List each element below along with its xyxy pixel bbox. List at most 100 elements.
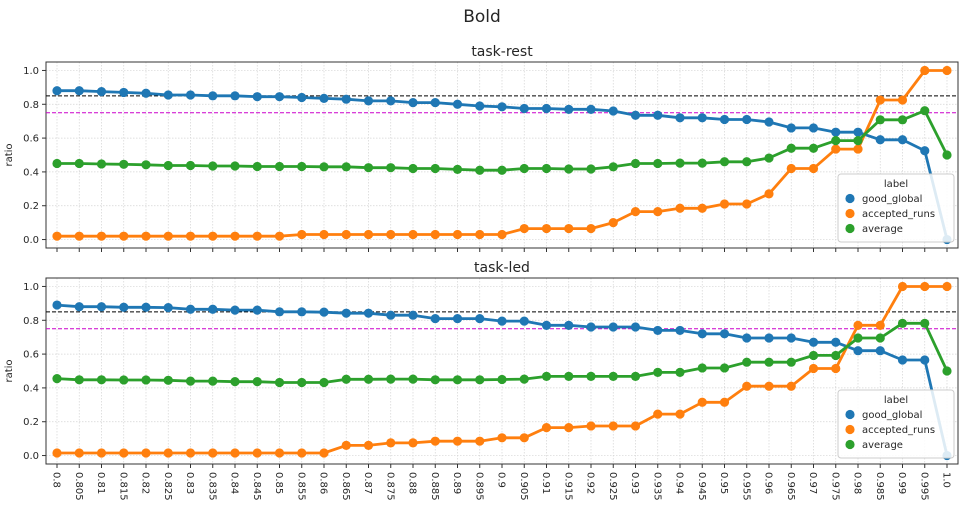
data-point-average	[786, 357, 796, 367]
data-point-average	[519, 163, 529, 174]
data-point-accepted-runs	[341, 229, 351, 240]
data-point-average	[96, 159, 107, 169]
data-point-average	[675, 158, 685, 168]
legend-box	[837, 389, 955, 459]
data-point-average	[430, 163, 440, 174]
data-point-average	[742, 357, 752, 367]
data-point-good-global	[452, 313, 463, 324]
data-point-average	[897, 318, 908, 328]
data-point-accepted-runs	[808, 163, 819, 174]
data-point-accepted-runs	[764, 189, 774, 199]
subplot-task-rest: task-rest 0.0 0.2 0.4 0.6 0.8 1.0 ratio label goo…	[4, 44, 959, 252]
data-point-good-global	[697, 113, 707, 123]
x-tick-label: 0.96	[763, 472, 774, 494]
x-tick-label: 0.82	[140, 472, 151, 494]
data-point-good-global	[541, 103, 552, 114]
data-point-average	[697, 363, 707, 373]
data-point-good-global	[96, 86, 107, 97]
y-tick-label: 0.8	[23, 316, 39, 327]
x-tick-label: 0.875	[384, 472, 395, 501]
x-tick-label: 0.975	[829, 472, 840, 501]
data-point-accepted-runs	[897, 281, 908, 292]
data-point-accepted-runs	[897, 95, 908, 105]
data-point-average	[586, 164, 596, 174]
data-point-accepted-runs	[185, 448, 196, 458]
data-point-good-global	[564, 104, 574, 114]
data-point-good-global	[74, 302, 84, 312]
data-point-average	[386, 163, 396, 173]
data-point-accepted-runs	[942, 281, 952, 292]
data-point-average	[831, 136, 841, 146]
data-point-good-global	[252, 305, 262, 315]
x-tick-label: 0.84	[229, 472, 240, 494]
legend-entry: accepted_runs	[862, 209, 935, 220]
legend-marker	[845, 424, 855, 435]
data-point-good-global	[274, 307, 285, 317]
data-point-accepted-runs	[185, 231, 196, 241]
data-point-good-global	[363, 96, 374, 106]
legend-marker	[845, 193, 855, 204]
y-axis-label: ratio	[4, 359, 15, 382]
y-tick-label: 1.0	[23, 66, 39, 77]
data-point-average	[920, 318, 930, 328]
data-point-accepted-runs	[119, 448, 129, 458]
data-point-average	[475, 165, 485, 175]
x-tick-label: 0.925	[607, 472, 618, 501]
data-point-good-global	[475, 313, 485, 324]
y-tick-label: 1.0	[23, 282, 39, 293]
data-point-good-global	[297, 92, 307, 103]
data-point-accepted-runs	[452, 436, 463, 446]
data-point-good-global	[630, 322, 641, 332]
data-point-average	[408, 163, 418, 174]
data-point-good-global	[408, 97, 418, 108]
data-point-accepted-runs	[653, 207, 663, 217]
data-point-accepted-runs	[452, 229, 463, 240]
data-point-accepted-runs	[719, 397, 730, 407]
data-point-accepted-runs	[141, 231, 151, 241]
data-point-good-global	[497, 102, 507, 112]
data-point-accepted-runs	[341, 440, 351, 450]
legend-entry: good_global	[862, 194, 922, 205]
data-point-average	[675, 367, 685, 377]
data-point-good-global	[363, 308, 374, 318]
data-point-average	[519, 374, 529, 384]
data-point-accepted-runs	[163, 231, 173, 241]
data-point-accepted-runs	[408, 229, 418, 240]
data-point-accepted-runs	[363, 229, 374, 240]
data-point-good-global	[853, 127, 863, 137]
data-point-accepted-runs	[875, 95, 885, 105]
data-point-accepted-runs	[831, 144, 841, 154]
data-point-average	[786, 143, 796, 153]
x-tick-label: 0.93	[629, 472, 640, 494]
data-point-accepted-runs	[831, 363, 841, 374]
x-tick-label: 0.915	[562, 472, 573, 501]
data-point-good-global	[831, 127, 841, 137]
y-tick-label: 0.8	[23, 100, 39, 111]
data-point-average	[363, 163, 374, 173]
subplot-task-led: task-led 0.0 0.2 0.4 0.6 0.8 1.0 ratio 0.8 0.805 0…	[4, 260, 959, 501]
data-point-good-global	[208, 91, 218, 101]
data-point-accepted-runs	[564, 423, 574, 433]
x-tick-label: 0.85	[273, 472, 284, 494]
data-point-average	[742, 157, 752, 167]
data-point-average	[52, 158, 62, 169]
data-point-accepted-runs	[586, 223, 596, 234]
data-point-average	[185, 160, 196, 171]
data-point-good-global	[386, 96, 396, 106]
data-point-average	[541, 371, 552, 382]
data-point-average	[653, 158, 663, 169]
data-point-good-global	[297, 307, 307, 317]
data-point-average	[875, 333, 885, 343]
data-point-accepted-runs	[541, 223, 552, 234]
data-point-accepted-runs	[475, 436, 485, 446]
data-point-accepted-runs	[742, 381, 752, 391]
data-point-average	[141, 375, 151, 385]
data-point-good-global	[141, 88, 151, 98]
data-point-good-global	[608, 322, 618, 332]
data-point-average	[630, 158, 641, 169]
data-point-good-global	[831, 337, 841, 347]
x-tick-label: 0.945	[696, 472, 707, 501]
data-point-good-global	[319, 93, 329, 103]
data-point-average	[808, 143, 819, 153]
